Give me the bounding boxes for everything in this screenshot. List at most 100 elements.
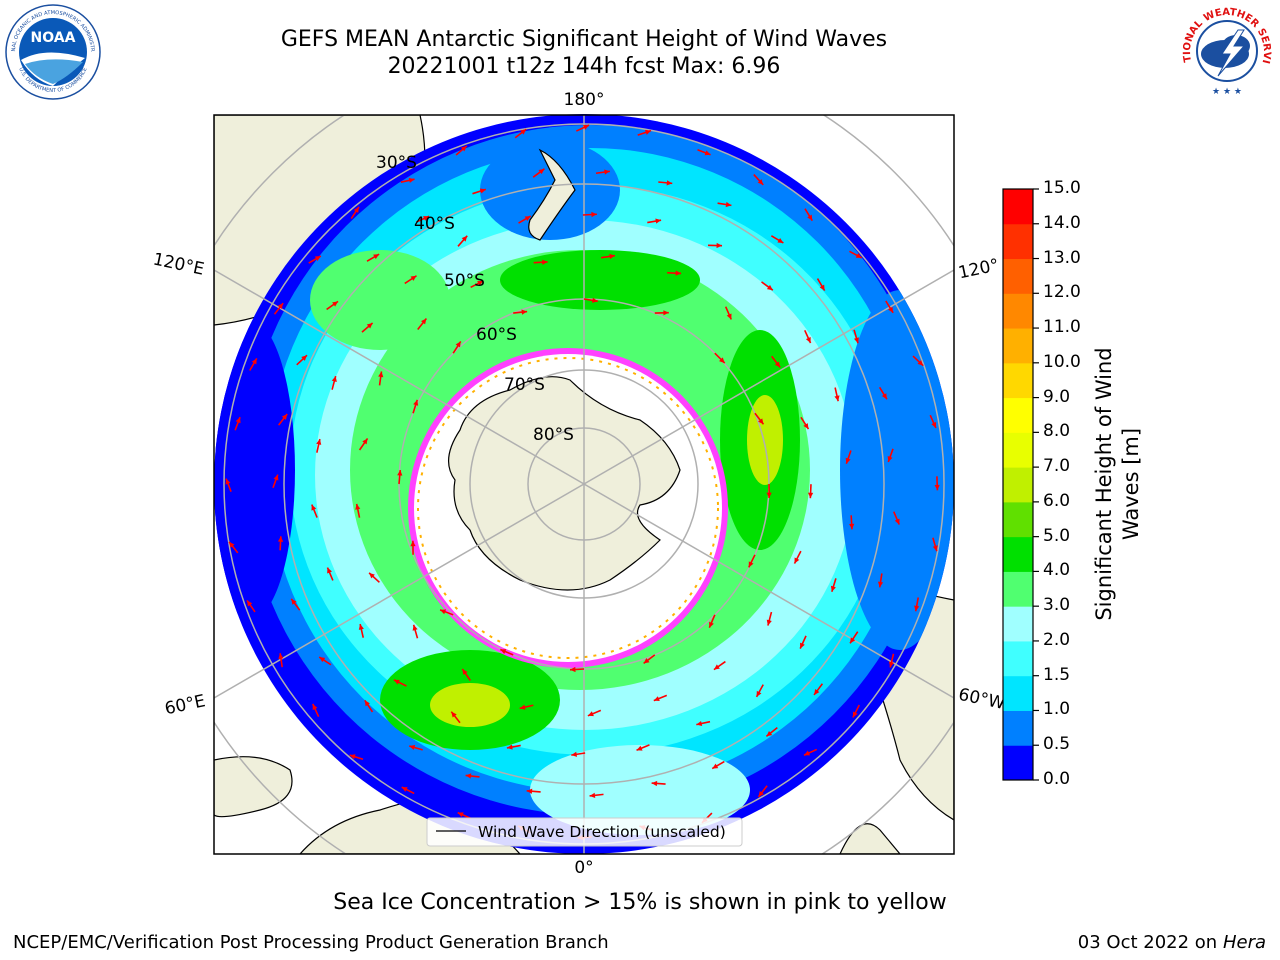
wind-arrow-head: [777, 237, 784, 243]
wind-arrow-head: [591, 211, 597, 218]
colorbar-segment: [1003, 675, 1033, 711]
noaa-logo-text: NOAA: [31, 30, 76, 46]
wind-arrow-head: [807, 492, 814, 499]
wind-arrow-head: [663, 310, 669, 316]
wind-arrow-head: [592, 297, 598, 303]
wind-arrow-head: [696, 720, 703, 727]
noaa-logo: NOAA NATIONAL OCEANIC AND ATMOSPHERIC AD…: [5, 4, 101, 100]
wind-arrow-head: [278, 653, 284, 659]
wind-arrow-head: [758, 790, 764, 797]
wind-arrow-head: [524, 216, 531, 222]
wind-arrow-head: [589, 792, 596, 798]
wind-arrow-head: [609, 253, 616, 260]
lon-label-60w: 60°W: [957, 685, 1007, 714]
colorbar-tick-label: 7.0: [1043, 456, 1071, 477]
credit-host: Hera: [1222, 932, 1266, 953]
wind-arrow-head: [461, 235, 468, 242]
credit-date-text: 03 Oct 2022 on: [1077, 932, 1223, 953]
wind-arrow-head: [331, 376, 337, 383]
wind-arrow-head: [500, 649, 507, 654]
wind-arrow-head: [643, 658, 650, 664]
wind-arrow-head: [855, 253, 862, 258]
wind-arrow-head: [794, 557, 800, 564]
sea-ice-footnote: Sea Ice Concentration > 15% is shown in …: [333, 890, 947, 915]
lat-label-40s: 40°S: [414, 214, 455, 234]
wind-arrow-head: [914, 605, 920, 612]
wind-arrow-head: [712, 763, 719, 769]
wind-arrow-head: [774, 361, 781, 368]
lat-label-60s: 60°S: [476, 325, 517, 345]
wind-arrow-head: [800, 642, 805, 649]
colorbar-tick-label: 5.0: [1043, 525, 1071, 546]
wind-arrow-head: [725, 201, 732, 208]
wind-arrow-head: [520, 129, 527, 135]
wind-arrow-head: [709, 621, 714, 628]
wind-arrow-head: [364, 700, 370, 707]
colorbar-tick-label: 12.0: [1043, 282, 1081, 303]
colorbar-tick-label: 0.0: [1043, 769, 1071, 789]
wind-arrow-head: [316, 439, 322, 445]
wind-arrow-head: [604, 169, 610, 175]
wind-arrow-head: [378, 371, 384, 378]
lon-label-180: 180°: [564, 90, 605, 110]
wind-arrow-head: [636, 745, 643, 751]
wind-arrow-head: [465, 773, 472, 779]
wind-arrow-head: [355, 503, 361, 510]
wind-arrow-head: [440, 609, 447, 615]
wind-arrow-head: [704, 150, 711, 156]
lat-label-50s: 50°S: [444, 271, 485, 291]
wind-arrow-head: [373, 254, 380, 260]
wind-arrow-head: [521, 309, 528, 315]
colorbar-segment: [1003, 710, 1033, 746]
wind-arrow-head: [651, 780, 658, 787]
wind-arrow-head: [479, 188, 486, 194]
colorbar-tick-label: 1.5: [1043, 664, 1071, 685]
colorbar-tick-label: 15.0: [1043, 178, 1081, 198]
wind-arrow-head: [853, 337, 859, 344]
wind-arrow-head: [301, 355, 307, 361]
colorbar-segment: [1003, 293, 1033, 329]
wind-arrow-head: [457, 812, 464, 818]
wind-arrow-head: [408, 177, 415, 183]
wind-arrow-head: [353, 206, 359, 213]
colorbar-segment: [1003, 258, 1033, 294]
colorbar-segment: [1003, 189, 1033, 225]
wind-arrow-head: [412, 624, 418, 631]
colorbar-segment: [1003, 432, 1033, 468]
wind-arrow-head: [273, 474, 279, 481]
wind-arrow-head: [931, 421, 937, 428]
lat-label-30s: 30°S: [376, 153, 417, 173]
wind-arrow-head: [587, 711, 594, 717]
colorbar-segment: [1003, 606, 1033, 642]
wind-arrow-head: [312, 703, 318, 710]
wind-arrow-head: [362, 438, 368, 445]
wind-arrow-head: [358, 624, 364, 630]
colorbar-tick-label: 14.0: [1043, 212, 1081, 233]
wind-arrow-head: [423, 216, 430, 221]
wind-arrow-head: [327, 567, 332, 574]
wind-arrow-head: [410, 540, 416, 547]
wind-arrow-head: [852, 711, 858, 718]
wind-arrow-head: [803, 750, 810, 756]
colorbar-segment: [1003, 397, 1033, 433]
wind-arrow-head: [410, 275, 417, 281]
wind-arrow-head: [332, 301, 339, 307]
wind-arrow-head: [713, 664, 720, 670]
wind-arrow-head: [887, 456, 893, 462]
wind-arrow-head: [277, 303, 284, 310]
colorbar: [1003, 188, 1039, 781]
wind-arrow-head: [655, 218, 662, 224]
colorbar-tick-label: 8.0: [1043, 421, 1071, 442]
wind-arrow-head: [526, 788, 533, 794]
wind-arrow-head: [803, 423, 809, 430]
colorbar-segment: [1003, 571, 1033, 607]
wind-arrow-head: [716, 242, 723, 249]
wind-arrow-head: [766, 492, 772, 498]
wind-wave-arrows: [225, 124, 940, 841]
lat-label-70s: 70°S: [504, 375, 545, 395]
wind-arrow-head: [766, 730, 773, 737]
wind-arrow-head: [409, 744, 416, 751]
colorbar-tick-label: 11.0: [1043, 317, 1081, 338]
map-title: GEFS MEAN Antarctic Significant Height o…: [280, 27, 888, 52]
